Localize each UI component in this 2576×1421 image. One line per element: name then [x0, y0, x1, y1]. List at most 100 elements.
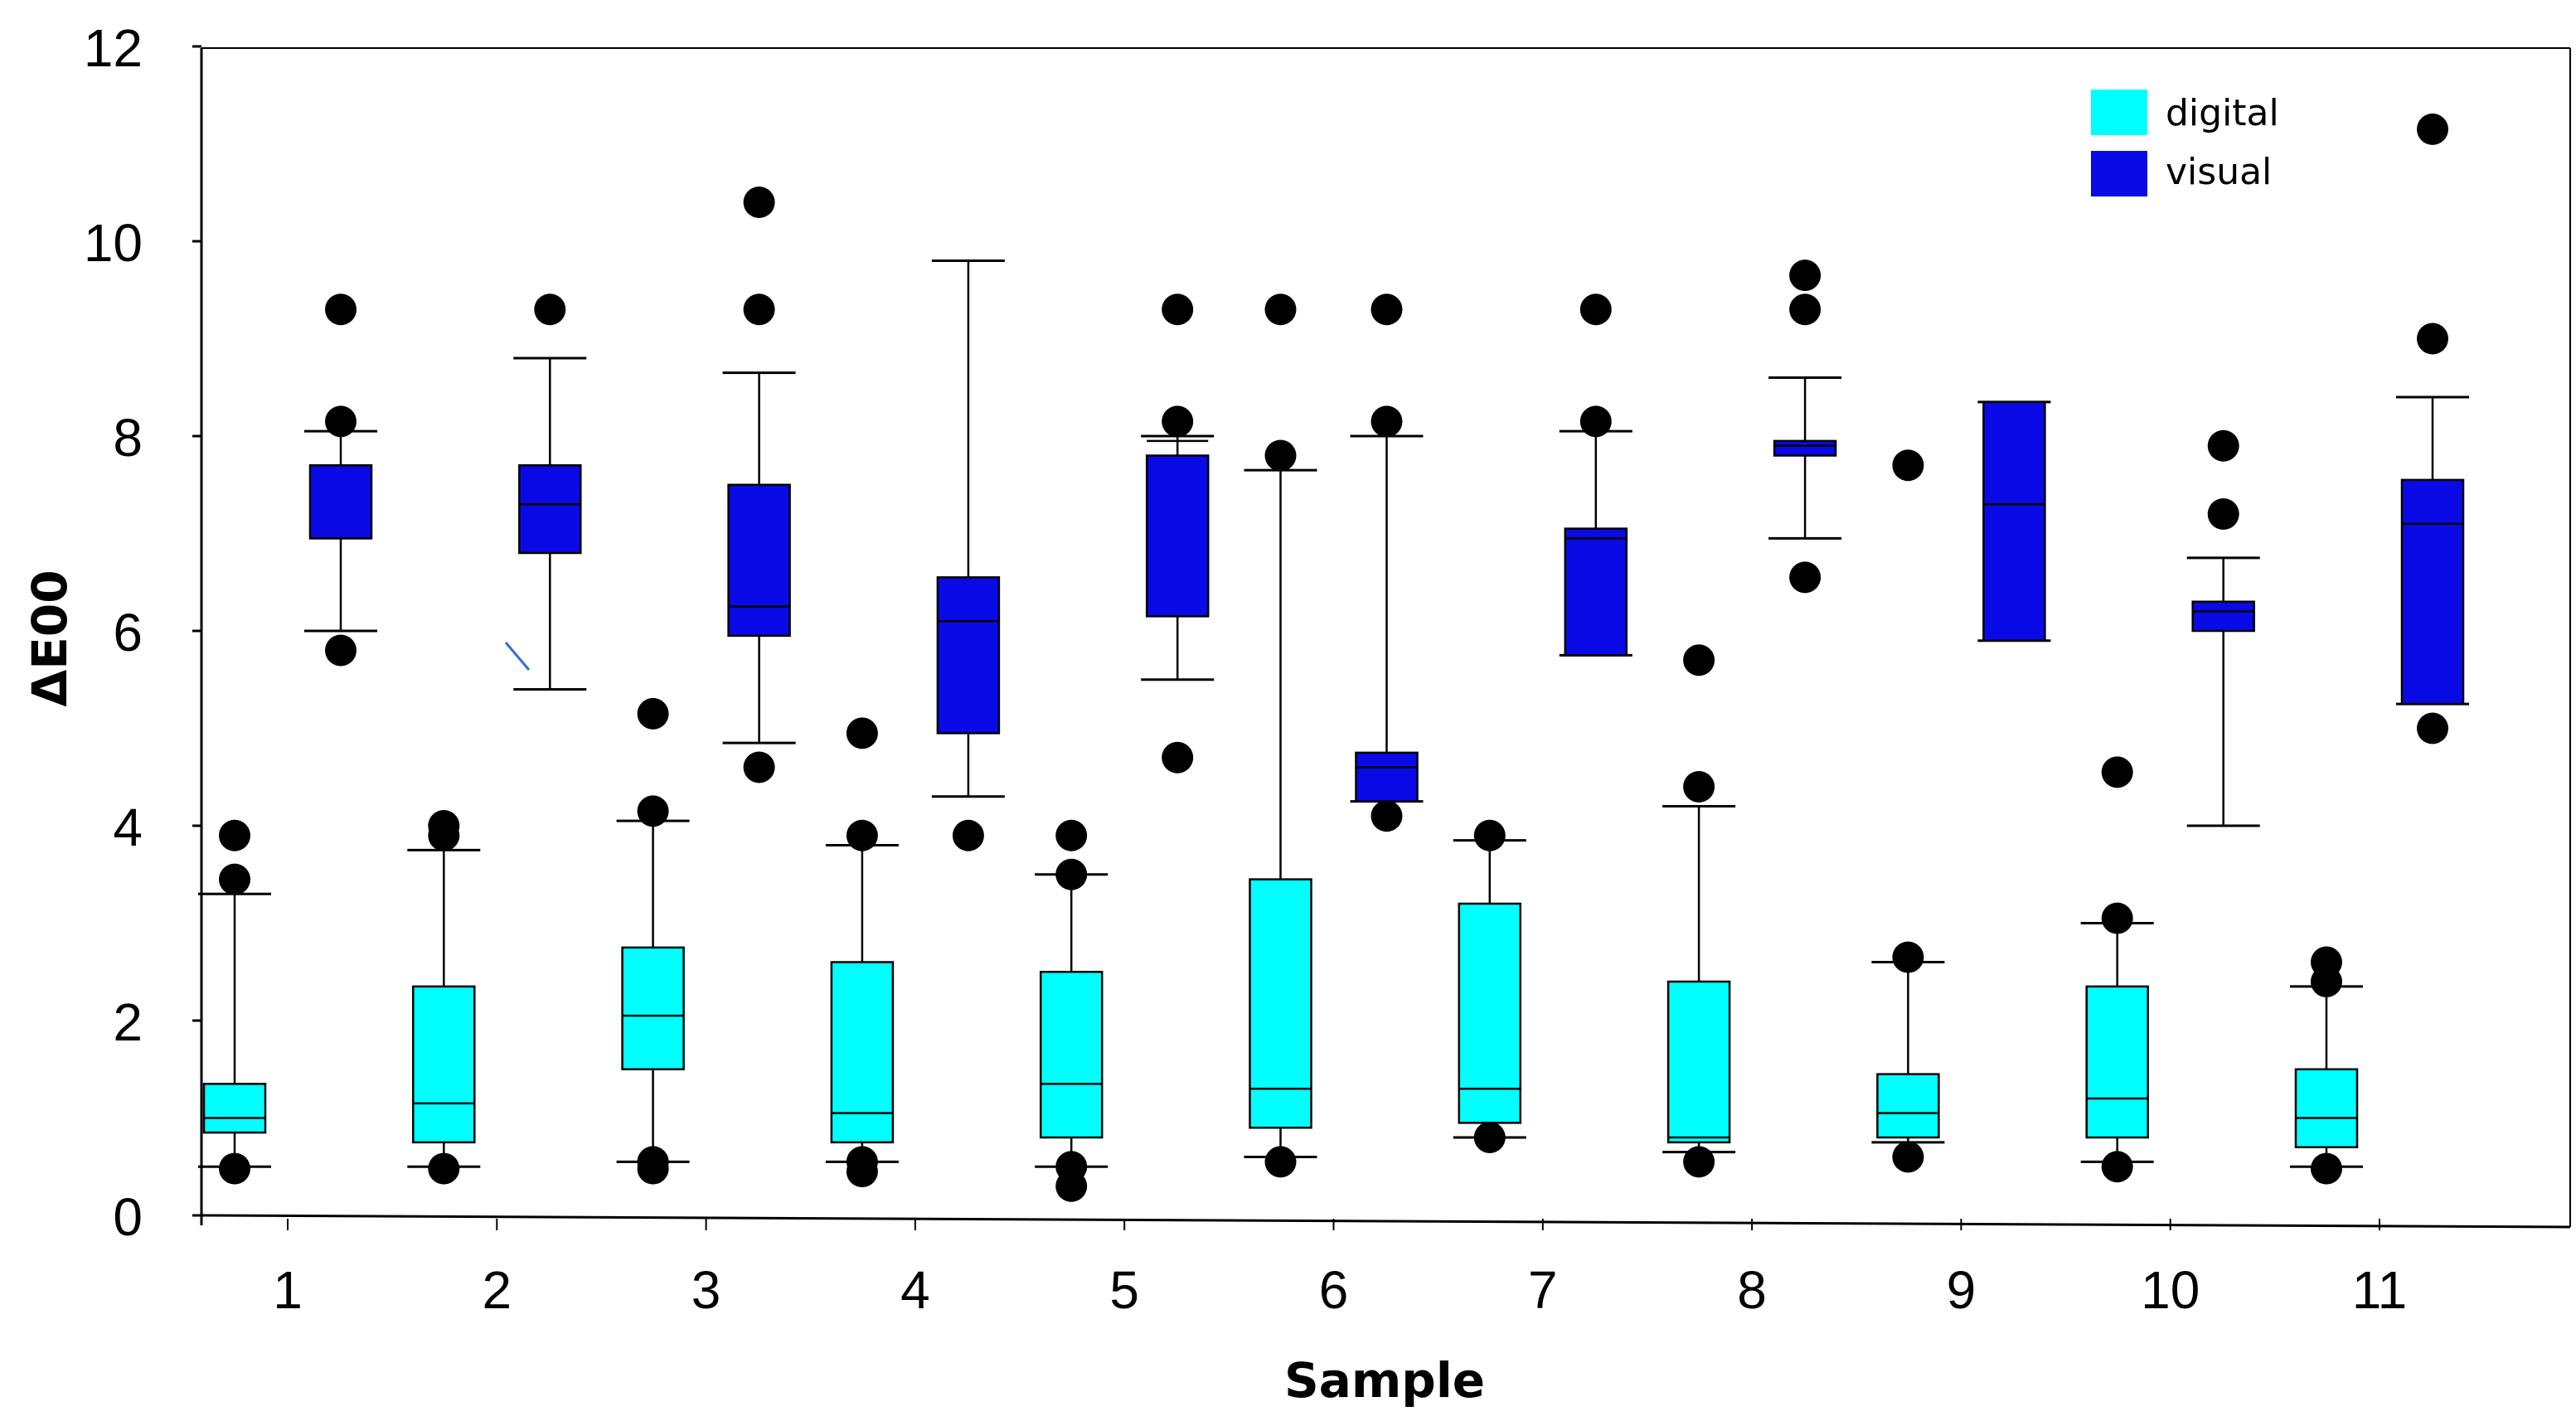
outlier-point — [1892, 941, 1924, 973]
box-digital-1 — [198, 819, 271, 1185]
box-visual-7 — [1559, 293, 1632, 657]
outlier-point — [325, 634, 357, 667]
outlier-point — [1370, 800, 1403, 832]
legend-swatch-visual — [2091, 151, 2147, 196]
box-digital-9 — [1871, 449, 1945, 1173]
box-digital-7 — [1453, 819, 1526, 1153]
box-digital-2 — [407, 810, 481, 1185]
outlier-point — [428, 1152, 460, 1185]
outlier-point — [534, 293, 566, 326]
iqr-box — [1564, 527, 1628, 657]
outlier-point — [1789, 259, 1822, 292]
y-tick-label: 10 — [84, 213, 143, 273]
outlier-point — [2101, 1151, 2133, 1183]
stray-mark — [504, 642, 531, 671]
legend: digital visual — [2091, 90, 2279, 196]
iqr-box — [308, 464, 373, 540]
outlier-point — [952, 819, 984, 851]
x-ticks: 1 2 3 4 5 6 7 8 9 10 11 — [273, 1219, 2407, 1320]
outlier-point — [325, 405, 357, 438]
plot-frame — [200, 47, 2571, 1229]
x-tick-label: 11 — [2352, 1260, 2407, 1320]
outlier-point — [1370, 293, 1403, 326]
box-visual-6 — [1350, 293, 1424, 832]
iqr-box — [412, 985, 476, 1144]
iqr-box — [936, 576, 1001, 735]
iqr-box — [1249, 878, 1312, 1129]
outlier-point — [1162, 293, 1194, 326]
y-tick-label: 2 — [113, 992, 143, 1052]
x-tick-label: 1 — [273, 1260, 303, 1320]
iqr-box — [202, 1083, 267, 1134]
outlier-point — [2311, 1152, 2342, 1185]
y-axis-title: ΔE00 — [22, 570, 78, 706]
outlier-point — [1789, 293, 1822, 326]
outlier-point — [1473, 1122, 1506, 1153]
outlier-point — [2417, 712, 2448, 744]
outlier-point — [1683, 771, 1715, 803]
box-digital-5 — [1035, 819, 1109, 1202]
outlier-point — [1055, 1151, 1088, 1183]
legend-label-visual: visual — [2166, 151, 2272, 193]
iqr-box — [1876, 1073, 1940, 1139]
iqr-box — [1666, 980, 1731, 1144]
y-tick-label: 0 — [113, 1187, 143, 1247]
outlier-point — [2101, 756, 2133, 788]
iqr-box — [621, 946, 685, 1070]
box-visual-10 — [2186, 429, 2260, 827]
outlier-point — [325, 293, 357, 326]
iqr-box — [2400, 478, 2465, 706]
outlier-point — [637, 1146, 669, 1178]
box-visual-2 — [513, 293, 587, 691]
outlier-point — [428, 810, 460, 841]
box-digital-11 — [2290, 946, 2363, 1185]
outlier-point — [1892, 1141, 1924, 1173]
box-visual-5 — [1141, 293, 1215, 774]
box-digital-8 — [1662, 644, 1736, 1178]
iqr-box — [1773, 439, 1837, 457]
outlier-point — [2207, 498, 2239, 530]
outlier-point — [219, 819, 250, 851]
outlier-point — [1264, 439, 1297, 472]
outlier-point — [1579, 293, 1612, 326]
boxes — [198, 113, 2469, 1202]
x-tick-label: 2 — [483, 1260, 512, 1320]
x-tick-label: 6 — [1319, 1260, 1349, 1320]
outlier-point — [219, 863, 250, 895]
iqr-box — [1355, 751, 1419, 803]
x-tick-label: 4 — [900, 1260, 930, 1320]
outlier-point — [846, 819, 878, 851]
iqr-box — [2085, 985, 2149, 1139]
x-tick-label: 5 — [1109, 1260, 1139, 1320]
box-digital-4 — [825, 717, 899, 1188]
box-visual-4 — [931, 259, 1005, 851]
x-tick-label: 9 — [1947, 1260, 1977, 1320]
x-axis-title: Sample — [1284, 1352, 1485, 1409]
outlier-point — [1264, 1146, 1297, 1178]
iqr-box — [1145, 454, 1210, 618]
y-tick-label: 8 — [113, 408, 143, 468]
outlier-point — [1683, 644, 1715, 677]
box-visual-9 — [1977, 400, 2051, 643]
iqr-box — [2294, 1068, 2359, 1148]
iqr-box — [830, 961, 895, 1144]
x-tick-label: 10 — [2141, 1260, 2200, 1320]
outlier-point — [1370, 405, 1403, 438]
legend-label-digital: digital — [2166, 92, 2279, 134]
outlier-point — [1579, 405, 1612, 438]
outlier-point — [1892, 449, 1924, 482]
y-ticks: 0 2 4 6 8 10 12 — [84, 18, 201, 1247]
box-digital-6 — [1244, 293, 1317, 1178]
outlier-point — [1162, 741, 1194, 774]
iqr-box — [727, 483, 791, 638]
box-visual-11 — [2396, 113, 2469, 744]
y-tick-label: 12 — [84, 18, 143, 78]
x-tick-label: 3 — [691, 1260, 721, 1320]
y-tick-label: 4 — [113, 798, 143, 857]
outlier-point — [637, 795, 669, 827]
box-visual-8 — [1768, 259, 1842, 594]
legend-swatch-digital — [2091, 90, 2147, 135]
box-digital-3 — [616, 697, 690, 1185]
outlier-point — [2207, 429, 2239, 462]
